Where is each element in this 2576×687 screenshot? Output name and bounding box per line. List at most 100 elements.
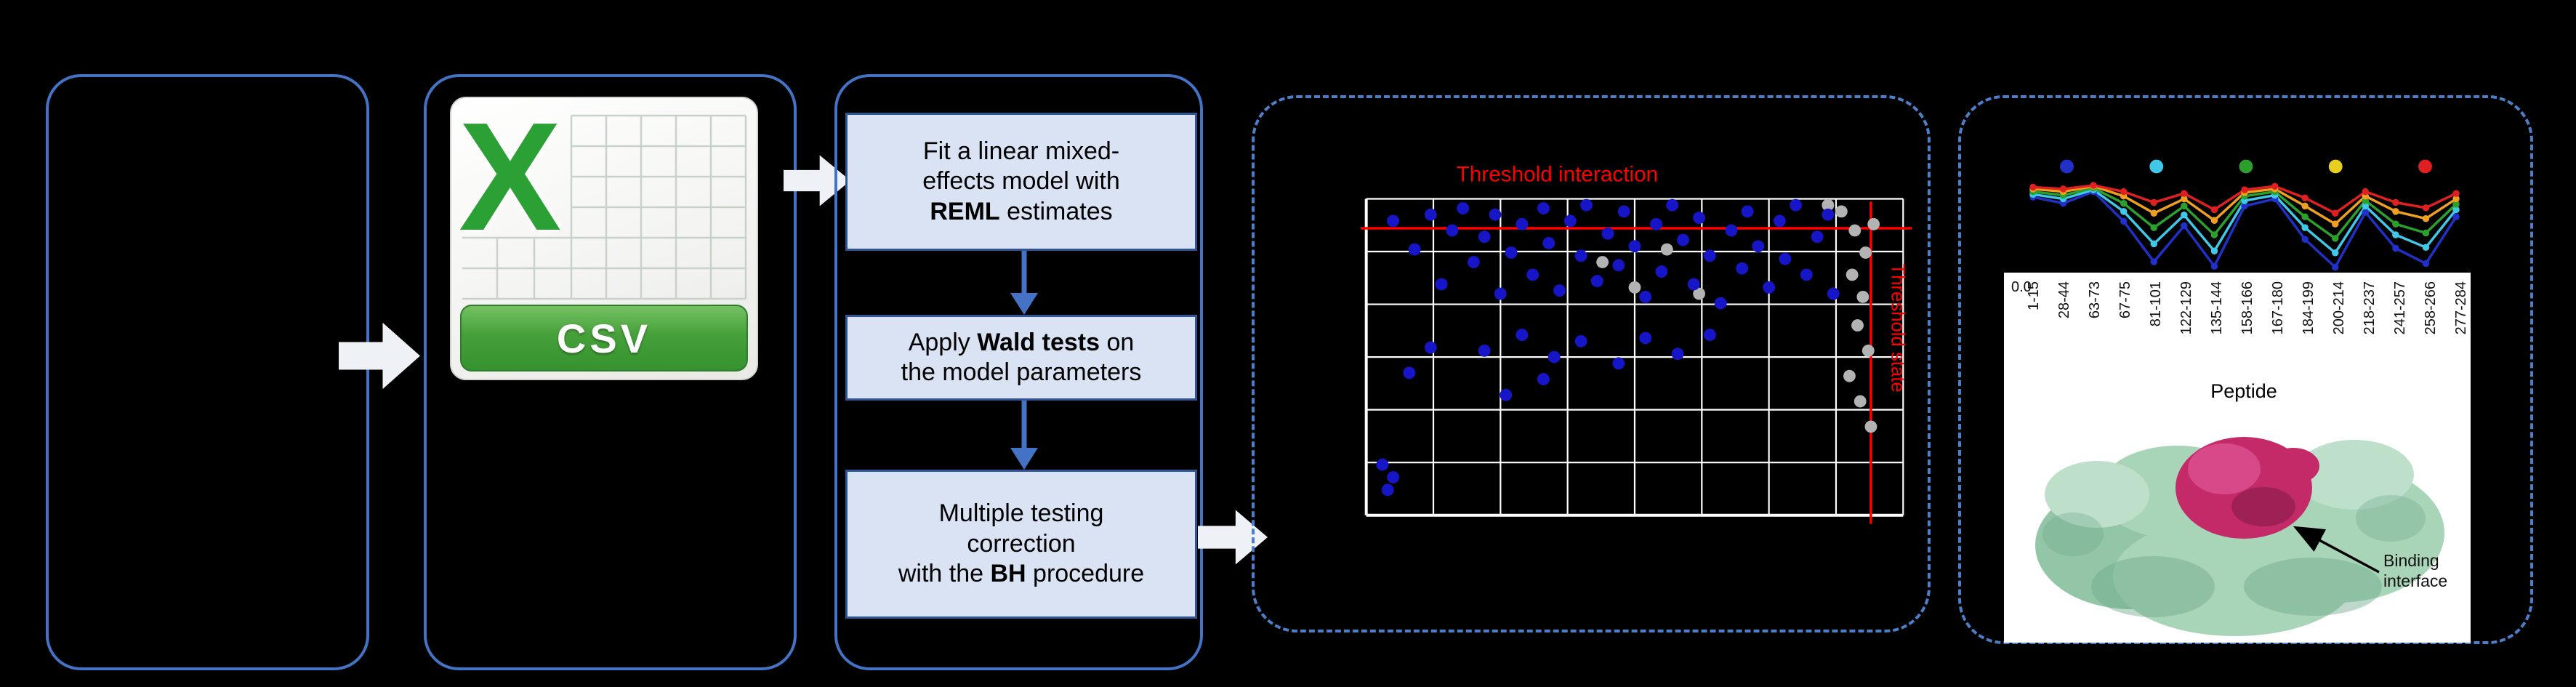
protein-structure	[2035, 437, 2444, 636]
peptide-tick-label: 277-284	[2453, 281, 2469, 334]
uptake-marker	[2150, 258, 2158, 265]
uptake-marker	[2392, 198, 2399, 206]
scatter-point	[1381, 483, 1394, 497]
peptide-uptake-chart	[2029, 159, 2460, 271]
scatter-point	[1864, 420, 1877, 433]
uptake-marker	[2392, 231, 2399, 238]
scatter-point	[1811, 230, 1824, 244]
text-run: Multiple testing	[938, 499, 1104, 528]
uptake-marker	[2210, 247, 2218, 254]
uptake-marker	[2150, 209, 2158, 217]
uptake-marker	[2452, 213, 2460, 221]
flow-line: Fit a linear mixed-	[923, 137, 1119, 166]
y-axis-tick: 0.0	[2011, 279, 2032, 295]
scatter-point	[1424, 341, 1437, 354]
scatter-point	[1628, 240, 1641, 253]
scatter-point	[1612, 357, 1625, 370]
binding-interface-label-line1: Binding	[2383, 551, 2439, 570]
scatter-point	[1763, 281, 1776, 294]
scatter-point	[1601, 227, 1614, 240]
text-run: the model parameters	[901, 358, 1142, 386]
scatter-point	[1408, 243, 1421, 256]
scatter-point	[1612, 259, 1625, 272]
scatter-point	[1790, 198, 1802, 212]
panel-statistical-pipeline: Fit a linear mixed- effects model with R…	[834, 74, 1203, 670]
scatter-point	[1827, 287, 1840, 300]
scatter-point	[1446, 224, 1459, 237]
timepoint-legend	[2060, 159, 2432, 174]
scatter-point	[1590, 275, 1603, 288]
scatter-point	[1846, 268, 1859, 281]
scatter-point	[1835, 205, 1848, 218]
flow-step-reml: Fit a linear mixed- effects model with R…	[845, 113, 1197, 251]
peptide-tick-label: 81-101	[2148, 281, 2164, 326]
scatter-point	[1822, 208, 1835, 221]
x-axis-title: Peptide	[2210, 380, 2277, 402]
peptide-tick-label: 63-73	[2087, 281, 2103, 318]
csv-banner: CSV	[460, 305, 748, 371]
uptake-marker	[2181, 190, 2188, 197]
scatter-point	[1516, 217, 1529, 230]
scatter-point	[1403, 366, 1416, 379]
spreadsheet-grid	[462, 114, 747, 300]
uptake-marker	[2422, 229, 2430, 237]
scatter-point	[1516, 329, 1529, 342]
scatter-point	[1687, 278, 1700, 291]
uptake-marker	[2362, 202, 2370, 210]
threshold-interaction-label: Threshold interaction	[1457, 163, 1659, 187]
binding-interface-label-line2: interface	[2383, 571, 2447, 590]
text-run: with the	[898, 560, 991, 588]
scatter-point	[1478, 230, 1491, 244]
peptide-tick-label: 258-266	[2423, 281, 2439, 334]
flow-line: Multiple testing	[939, 499, 1104, 529]
scatter-point	[1435, 278, 1448, 291]
scatter-point	[1596, 256, 1609, 268]
scatter-point	[1617, 205, 1630, 218]
uptake-marker	[2150, 198, 2158, 206]
scatter-point	[1861, 344, 1875, 357]
peptide-tick-label: 241-257	[2392, 281, 2408, 334]
scatter-point	[1773, 214, 1786, 228]
scatter-point	[1387, 214, 1400, 228]
peptide-tick-label: 1-15	[2026, 281, 2042, 310]
uptake-marker	[2241, 186, 2248, 193]
text-run: correction	[967, 529, 1076, 558]
uptake-marker	[2150, 240, 2158, 248]
uptake-marker	[2362, 209, 2370, 216]
scatter-point	[1856, 290, 1869, 303]
threshold-scatter-plot: Threshold interaction Threshold state	[1360, 163, 1912, 524]
uptake-marker	[2210, 217, 2218, 224]
scatter-point	[1693, 287, 1706, 300]
scatter-point	[1563, 214, 1577, 228]
uptake-marker	[2422, 260, 2430, 268]
scatter-point	[1843, 369, 1856, 382]
scatter-point	[1725, 224, 1738, 237]
scatter-point	[1800, 268, 1813, 281]
csv-file-icon: X CSV	[450, 90, 758, 380]
uptake-marker	[2150, 224, 2158, 231]
uptake-marker	[2301, 224, 2309, 231]
scatter-point	[1851, 319, 1864, 332]
uptake-marker	[2181, 212, 2188, 219]
peptide-tick-label: 28-44	[2056, 281, 2072, 318]
scatter-point	[1467, 256, 1480, 268]
peptide-tick-label: 135-144	[2209, 281, 2225, 334]
scatter-point	[1714, 297, 1727, 310]
scatter-point	[1628, 281, 1641, 294]
uptake-marker	[2331, 209, 2339, 217]
uptake-marker	[2210, 262, 2218, 270]
uptake-marker	[2331, 249, 2339, 257]
uptake-marker	[2210, 231, 2218, 238]
scatter-point	[1655, 265, 1668, 278]
scatter-point	[1736, 262, 1749, 275]
scatter-point	[1478, 344, 1491, 357]
legend-dot	[2060, 159, 2074, 174]
excel-x-logo: X	[459, 90, 562, 262]
flow-line: REML estimates	[930, 197, 1112, 227]
flow-step-wald: Apply Wald tests on the model parameters	[845, 315, 1197, 401]
scatter-point	[1779, 252, 1792, 265]
uptake-marker	[2422, 244, 2430, 252]
threshold-state-label: Threshold state	[1887, 264, 1907, 393]
scatter-point	[1867, 217, 1880, 230]
